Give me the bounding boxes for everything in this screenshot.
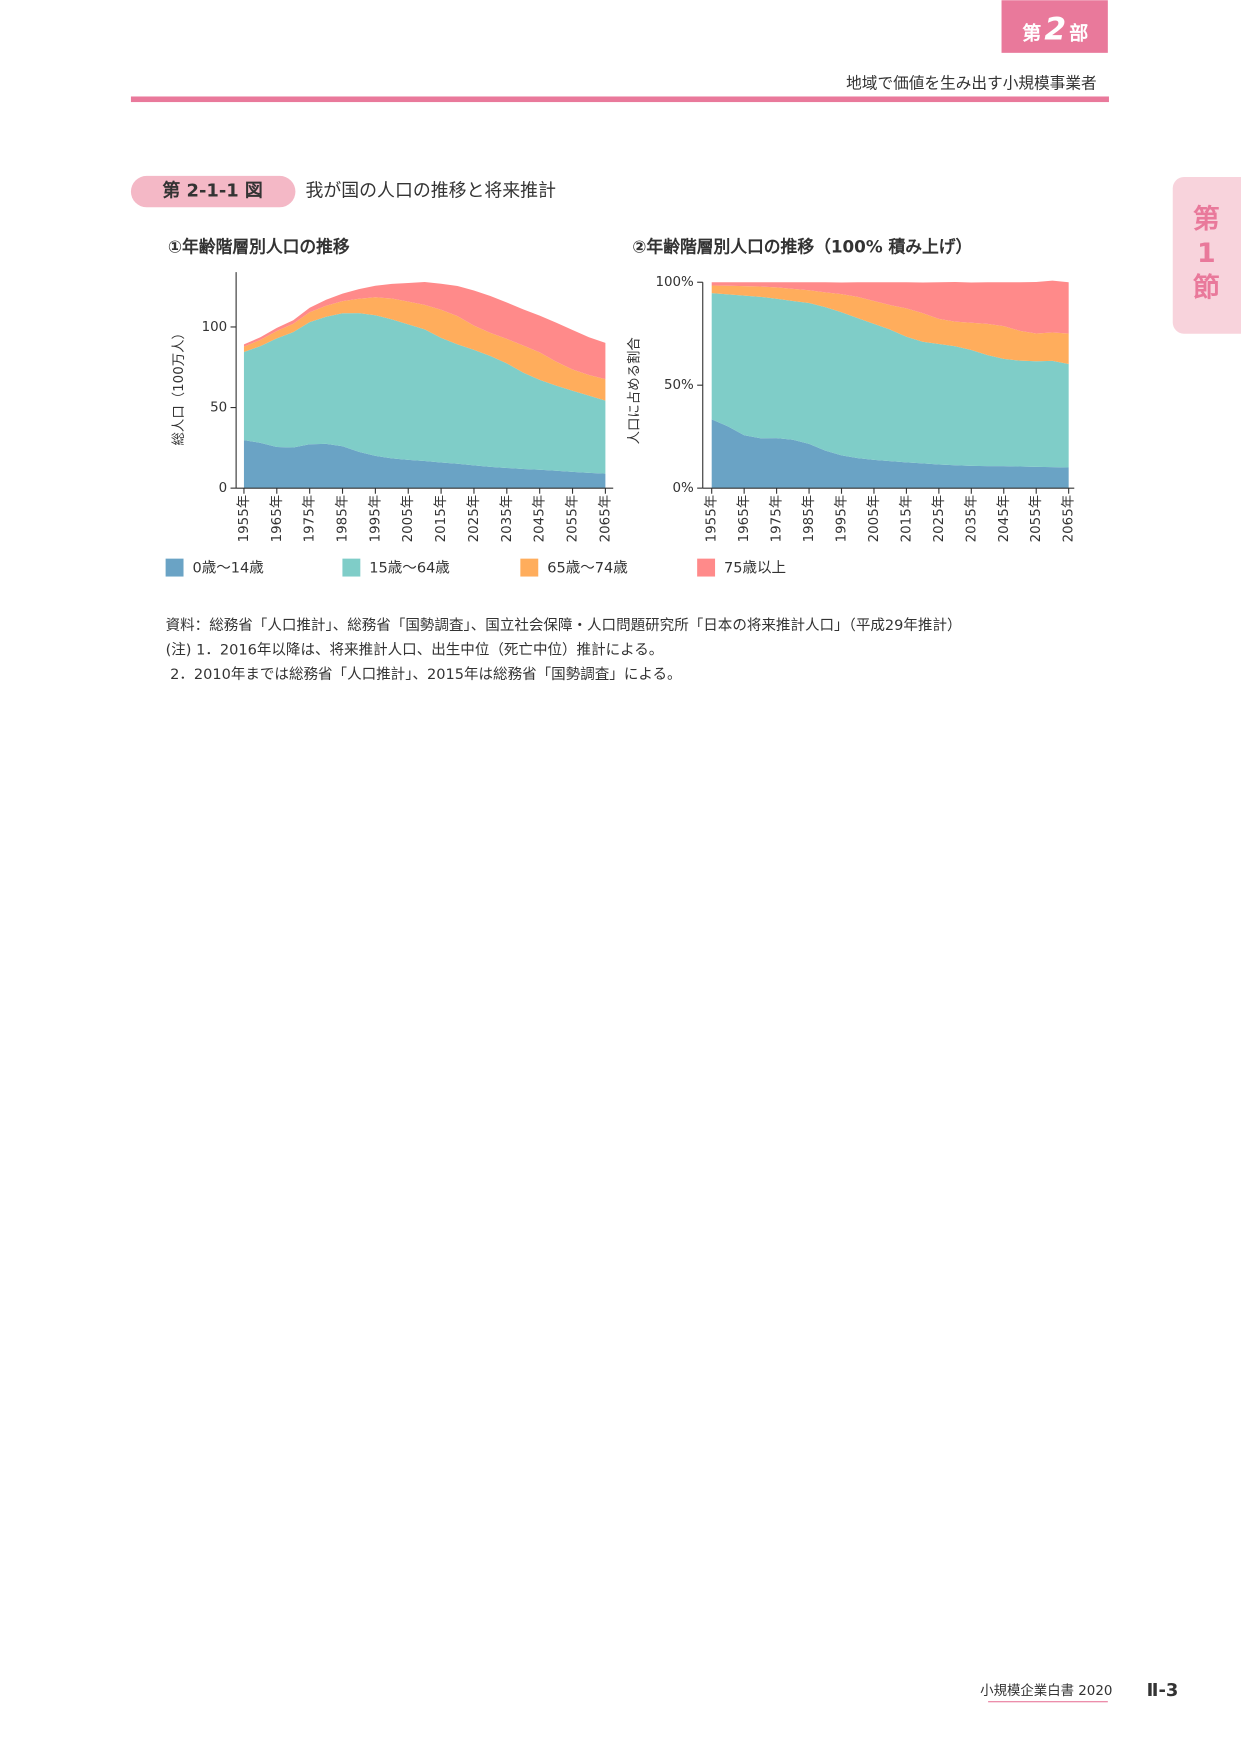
legend-swatch (165, 558, 184, 577)
x-tick-label: 1995年 (834, 495, 850, 543)
x-tick-label: 2015年 (433, 495, 449, 543)
side-tab-text: 節 (1193, 271, 1220, 303)
side-tab-text: 1 (1197, 238, 1216, 269)
x-tick-label: 2045年 (532, 495, 548, 543)
area (711, 293, 1069, 468)
note: 2．2010年までは総務省「人口推計」、2015年は総務省「国勢調査」による。 (170, 666, 681, 683)
part-prefix: 第 (1022, 21, 1041, 44)
area (243, 297, 606, 401)
x-tick-label: 2055年 (1028, 495, 1044, 543)
x-tick-label: 2025年 (466, 495, 482, 543)
x-tick-label: 1955年 (236, 495, 252, 543)
legend-label: 65歳～74歳 (547, 560, 628, 577)
figure-label: 第 2-1-1 図 (162, 180, 262, 202)
area (243, 313, 606, 474)
y-tick-label: 100 (202, 320, 228, 335)
y-axis-title: 総人口（100万人） (171, 326, 187, 445)
part-number: 2 (1044, 11, 1066, 47)
part-badge (1001, 0, 1108, 53)
note: (注) 1．2016年以降は、将来推計人口、出生中位（死亡中位）推計による。 (166, 641, 664, 658)
figure-title: 我が国の人口の推移と将来推計 (305, 181, 556, 202)
x-tick-label: 1975年 (302, 495, 318, 543)
x-tick-label: 2035年 (963, 495, 979, 543)
x-tick-label: 2065年 (1061, 495, 1077, 543)
x-tick-label: 1985年 (801, 495, 817, 543)
part-suffix: 部 (1069, 21, 1088, 44)
area (243, 281, 606, 380)
y-tick-label: 100% (655, 275, 693, 290)
x-tick-label: 2035年 (499, 495, 515, 543)
legend-swatch (520, 558, 539, 577)
legend-swatch (342, 558, 361, 577)
area (711, 285, 1069, 364)
figure-label-pill (130, 175, 296, 208)
x-tick-label: 2015年 (898, 495, 914, 543)
area (243, 440, 606, 489)
x-tick-label: 1955年 (704, 495, 720, 543)
x-tick-label: 2005年 (400, 495, 416, 543)
legend-label: 0歳～14歳 (192, 560, 264, 577)
x-tick-label: 1965年 (736, 495, 752, 543)
side-tab-text: 第 (1193, 203, 1220, 235)
legend-swatch (697, 558, 716, 577)
page-number: Ⅱ-3 (1147, 1680, 1179, 1701)
chart-title: ①年齢階層別人口の推移 (168, 237, 350, 257)
chart-title: ②年齢階層別人口の推移（100% 積み上げ） (632, 237, 972, 257)
y-tick-label: 50% (664, 378, 694, 393)
note: 資料：総務省「人口推計」、総務省「国勢調査」、国立社会保障・人口問題研究所「日本… (166, 616, 962, 634)
x-tick-label: 1995年 (367, 495, 383, 543)
x-tick-label: 2065年 (597, 495, 613, 543)
x-tick-label: 1985年 (335, 495, 351, 543)
x-tick-label: 2045年 (996, 495, 1012, 543)
area (711, 419, 1069, 489)
x-tick-label: 2005年 (866, 495, 882, 543)
header-rule (130, 96, 1109, 103)
x-tick-label: 1965年 (269, 495, 285, 543)
y-tick-label: 50 (210, 401, 227, 416)
footer-rule (988, 1701, 1108, 1703)
y-axis-title: 人口に占める割合 (625, 337, 642, 444)
side-tab (1172, 177, 1241, 334)
x-tick-label: 1975年 (769, 495, 785, 543)
y-tick-label: 0 (219, 481, 228, 496)
legend-label: 15歳～64歳 (369, 560, 450, 577)
x-tick-label: 2025年 (931, 495, 947, 543)
header-subtitle: 地域で価値を生み出す小規模事業者 (846, 74, 1096, 93)
footer-book: 小規模企業白書 2020 (980, 1682, 1112, 1699)
y-tick-label: 0% (673, 481, 694, 496)
legend-label: 75歳以上 (724, 560, 786, 577)
x-tick-label: 2055年 (565, 495, 581, 543)
area (711, 280, 1069, 334)
